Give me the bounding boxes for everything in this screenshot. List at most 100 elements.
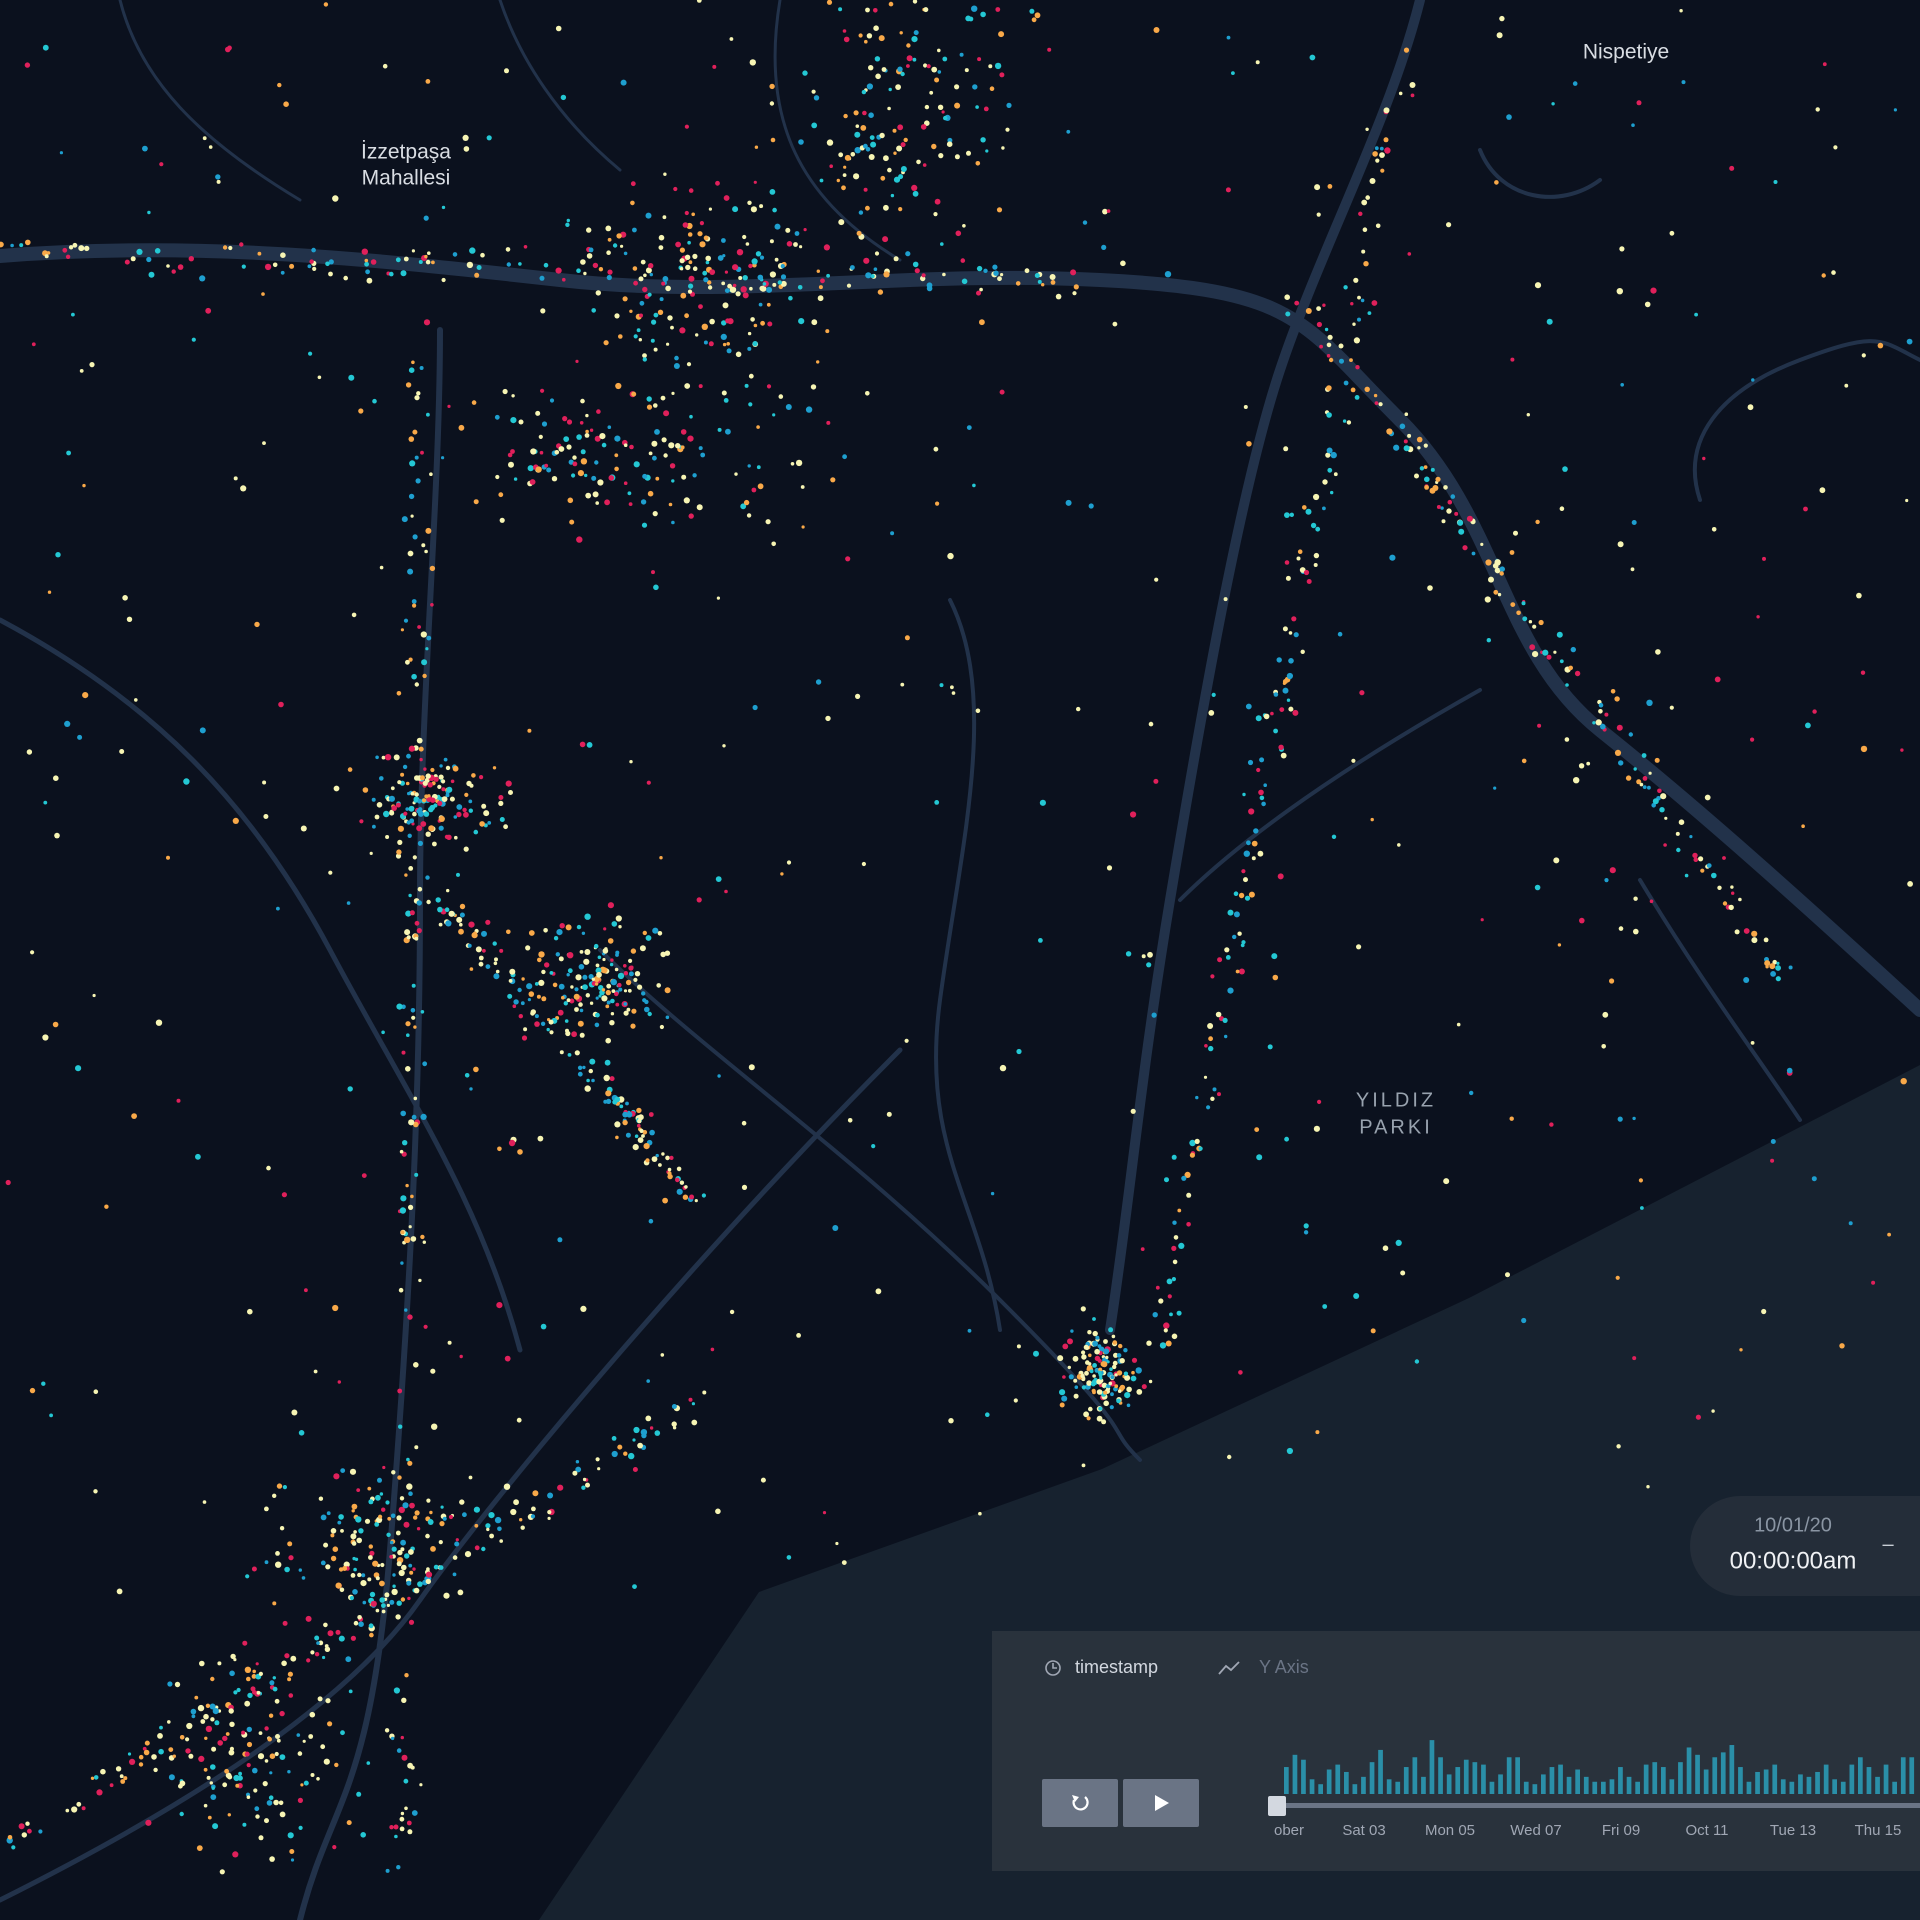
map-point xyxy=(1631,520,1637,525)
map-point xyxy=(325,1564,331,1570)
map-point xyxy=(1374,401,1379,405)
map-point xyxy=(1565,683,1569,687)
map-point xyxy=(1900,1078,1907,1085)
map-point xyxy=(424,254,428,259)
map-point xyxy=(426,1498,431,1503)
map-point xyxy=(606,1000,611,1005)
reset-button[interactable] xyxy=(1042,1779,1118,1827)
y-axis-selector[interactable]: Y Axis xyxy=(1259,1657,1309,1677)
map-point xyxy=(1454,511,1459,516)
map-point xyxy=(614,453,619,458)
map-point xyxy=(648,451,653,456)
map-point xyxy=(873,8,878,13)
map-point xyxy=(1363,261,1369,267)
map-point xyxy=(1057,1355,1064,1362)
map-point xyxy=(976,265,983,272)
map-point xyxy=(620,79,627,86)
map-point xyxy=(195,1153,201,1160)
map-point xyxy=(1286,698,1291,702)
map-point xyxy=(456,916,463,923)
map-point xyxy=(758,302,763,307)
map-point xyxy=(229,1746,234,1751)
x-field-selector[interactable]: timestamp xyxy=(1075,1657,1158,1677)
map-point xyxy=(1632,1356,1637,1361)
map-point xyxy=(962,224,966,228)
map-point xyxy=(679,258,685,264)
map-point xyxy=(1770,1158,1775,1163)
map-point xyxy=(38,1829,43,1834)
time-clock: 00:00:00am xyxy=(1730,1547,1857,1574)
histogram-bar xyxy=(1335,1764,1341,1794)
map-point xyxy=(1231,71,1235,75)
map-point xyxy=(1660,793,1667,800)
map-point xyxy=(1251,840,1258,847)
map-point xyxy=(591,308,596,313)
map-point xyxy=(450,779,455,784)
map-point xyxy=(444,907,450,912)
map-point xyxy=(546,467,552,473)
map-point xyxy=(246,1795,251,1799)
map-point xyxy=(1441,519,1446,524)
map-point xyxy=(691,1419,698,1426)
map-point xyxy=(1499,15,1505,22)
map-point xyxy=(1253,828,1259,834)
map-point xyxy=(999,1064,1007,1072)
map-point xyxy=(1227,1454,1232,1460)
map-point xyxy=(680,445,685,450)
map-point xyxy=(124,259,130,265)
map-point xyxy=(527,998,532,1002)
map-point xyxy=(303,1780,309,1786)
map-point xyxy=(578,964,585,970)
map-point xyxy=(1860,670,1866,675)
map-point xyxy=(1208,1036,1213,1042)
map-point xyxy=(1652,798,1659,805)
map-point xyxy=(400,1195,407,1202)
map-point xyxy=(287,1770,291,1774)
map-point xyxy=(423,811,430,817)
map-point xyxy=(751,258,758,265)
map-point xyxy=(427,782,433,788)
map-point xyxy=(749,59,756,66)
map-point xyxy=(123,1776,128,1781)
map-point xyxy=(687,240,691,245)
map-point xyxy=(941,110,945,114)
map-point xyxy=(722,254,726,258)
map-point xyxy=(1353,277,1359,283)
map-point xyxy=(1114,1384,1119,1389)
map-point xyxy=(258,1835,264,1841)
map-point xyxy=(760,320,765,326)
map-point xyxy=(1526,413,1531,417)
map-point xyxy=(225,1772,232,1779)
map-point xyxy=(474,1545,480,1551)
map-point xyxy=(376,802,383,808)
map-point xyxy=(628,958,633,964)
map-point xyxy=(659,856,663,860)
map-point xyxy=(912,57,917,62)
map-point xyxy=(642,473,648,479)
map-point xyxy=(413,1121,419,1128)
map-point xyxy=(1073,1393,1079,1399)
map-point xyxy=(703,277,709,283)
map-point xyxy=(262,780,267,785)
map-point xyxy=(1357,317,1361,322)
map-point xyxy=(576,268,581,274)
map-point xyxy=(696,504,703,511)
map-point xyxy=(279,1754,286,1760)
map-point xyxy=(317,1696,323,1702)
map-point xyxy=(1538,619,1544,626)
map-point xyxy=(396,1600,402,1606)
histogram-bar xyxy=(1395,1781,1401,1794)
map-point xyxy=(546,1027,550,1032)
map-point xyxy=(471,400,477,405)
map-point xyxy=(385,835,390,839)
map-point xyxy=(729,37,734,41)
slider-handle[interactable] xyxy=(1268,1796,1286,1816)
map-point xyxy=(1282,681,1286,686)
map-points xyxy=(0,0,1913,1875)
map-point xyxy=(511,394,515,398)
map-point xyxy=(1528,620,1533,624)
map-point xyxy=(1684,873,1689,878)
map-point xyxy=(721,390,727,396)
map-point xyxy=(158,1748,164,1755)
map-point xyxy=(1089,1369,1094,1374)
